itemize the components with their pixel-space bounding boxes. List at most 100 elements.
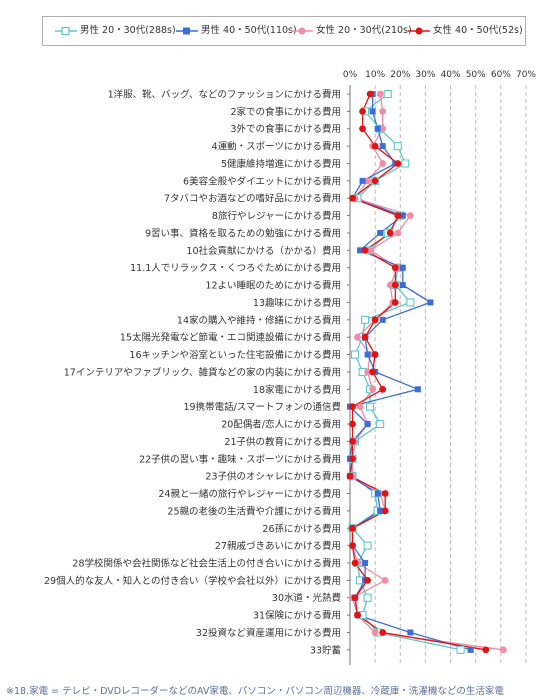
data-point <box>456 645 465 654</box>
data-point <box>467 646 474 653</box>
category-label: 30水道・光熱費 <box>272 592 341 604</box>
category-label: 25親の老後の生活費や介護にかける費用 <box>167 505 341 517</box>
category-label: 20配偶者/恋人にかける費用 <box>221 419 341 431</box>
category-label: 15太陽光発電など節電・エコ関連設備にかける費用 <box>120 332 341 344</box>
category-label: 28学校関係や会社関係など社会生活上の付き合いにかける費用 <box>72 557 341 569</box>
category-label: 7タバコやお酒などの嗜好品にかける費用 <box>164 193 341 205</box>
data-point <box>399 282 406 289</box>
category-label: 33貯蓄 <box>310 644 341 656</box>
data-point <box>351 559 359 567</box>
category-label: 13趣味にかける費用 <box>253 297 341 309</box>
category-label: 6美容全般やダイエットにかける費用 <box>183 175 341 187</box>
data-point <box>349 194 356 202</box>
legend-label-male-20-30: 男性 20・30代(288s) <box>80 25 176 36</box>
legend-marker-open-square-icon <box>55 26 77 35</box>
data-point <box>381 507 389 515</box>
category-label: 3外での食事にかける費用 <box>230 123 341 135</box>
chart-legend: 男性 20・30代(288s) 男性 40・50代(110s) 女性 20・30… <box>42 16 526 46</box>
data-point <box>364 351 371 358</box>
category-label: 18家電にかける費用 <box>253 384 341 396</box>
legend-label-female-20-30: 女性 20・30代(210s) <box>316 25 412 36</box>
data-point <box>350 350 360 359</box>
data-point <box>369 108 376 115</box>
data-point <box>359 107 366 115</box>
x-tick-label: 20% <box>390 70 410 80</box>
spending-chart: 0% 10% 20% 30% 40% 50% 60% 70% 1洋服、靴、バッグ、などのファッシ… <box>44 70 536 665</box>
data-point <box>376 90 384 98</box>
data-point <box>379 125 387 133</box>
data-point <box>374 125 381 132</box>
data-point <box>379 316 386 323</box>
data-point <box>351 594 359 602</box>
data-point <box>386 229 394 237</box>
category-label: 14家の購入や維持・修繕にかける費用 <box>177 314 341 326</box>
data-point <box>379 629 387 636</box>
data-point <box>366 402 375 411</box>
data-point <box>361 246 369 254</box>
category-label: 16キッチンや浴室といった住宅設備にかける費用 <box>129 349 341 361</box>
x-tick-label: 0% <box>343 70 358 80</box>
data-point <box>386 281 394 289</box>
x-tick-label: 70% <box>516 70 536 80</box>
category-label: 4運動・スポーツにかける費用 <box>212 141 341 153</box>
data-point <box>377 507 384 514</box>
category-label: 11.1人でリラックス・くつろぐためにかける費用 <box>130 262 341 274</box>
category-label: 24親と一緒の旅行やレジャーにかける費用 <box>158 488 341 500</box>
data-point <box>371 351 379 358</box>
data-point <box>406 212 414 219</box>
category-label: 12よい睡眠のためにかける費用 <box>205 280 341 292</box>
footnote: ※18.家電 = テレビ・DVDレコーダーなどのAV家電、パソコン・パソコン周辺… <box>6 686 504 697</box>
x-tick-label: 30% <box>415 70 435 80</box>
data-point <box>363 541 372 550</box>
data-point <box>399 212 406 219</box>
data-point <box>364 177 371 185</box>
data-point <box>394 229 402 237</box>
data-point <box>349 524 356 532</box>
legend-marker-filled-square-icon <box>176 27 198 34</box>
category-label: 8旅行やレジャーにかける費用 <box>212 210 341 222</box>
category-label: 31保険にかける費用 <box>253 610 341 622</box>
x-tick-label: 50% <box>466 70 486 80</box>
data-point <box>371 142 379 150</box>
x-tick-label: 10% <box>365 70 385 80</box>
data-point <box>374 490 381 497</box>
data-point <box>346 472 354 480</box>
legend-marker-red-circle-icon <box>408 27 430 34</box>
category-label: 22子供の習い事・趣味・スポーツにかける費用 <box>139 453 341 465</box>
legend-label-female-40-50: 女性 40・50代(52s) <box>433 25 523 36</box>
legend-item-male-20-30: 男性 20・30代(288s) <box>55 25 176 37</box>
data-point <box>371 629 379 636</box>
data-point <box>427 299 434 306</box>
data-point <box>357 247 364 254</box>
data-point <box>406 298 415 307</box>
data-point <box>499 646 507 654</box>
data-point <box>482 646 490 654</box>
data-point <box>349 438 356 445</box>
data-point <box>364 421 371 428</box>
data-point <box>379 385 387 393</box>
category-label: 29個人的な友人・知人との付き合い（学校や会社以外）にかける費用 <box>44 575 341 587</box>
data-point <box>379 107 387 115</box>
data-point <box>366 246 374 254</box>
data-point <box>393 142 402 151</box>
data-point <box>399 264 406 271</box>
category-label: 10社会貢献にかける（かかる）費用 <box>186 245 341 257</box>
data-point <box>369 368 377 376</box>
data-point <box>376 419 385 429</box>
category-label: 9習い事、資格を取るための勉強にかける費用 <box>145 227 341 239</box>
data-point <box>371 316 379 324</box>
legend-marker-pink-circle-icon <box>291 27 313 34</box>
data-point <box>349 542 356 550</box>
x-tick-label: 40% <box>441 70 461 80</box>
data-point <box>379 160 387 167</box>
data-point <box>391 264 399 272</box>
category-label: 19携帯電話/スマートフォンの通信費 <box>183 401 341 413</box>
data-point <box>391 299 399 306</box>
data-point <box>354 333 361 341</box>
data-point <box>381 576 389 584</box>
category-label: 1洋服、靴、バッグ、などのファッションにかける費用 <box>108 89 341 101</box>
data-point <box>362 559 369 566</box>
category-label: 5健康維持増進にかける費用 <box>221 158 341 170</box>
data-point <box>369 385 377 393</box>
data-point <box>366 90 374 98</box>
